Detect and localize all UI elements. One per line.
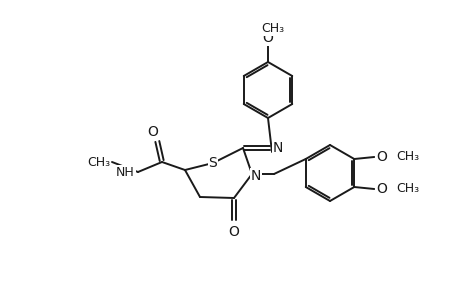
Text: O: O [375,182,386,196]
Text: O: O [147,125,158,139]
Text: CH₃: CH₃ [395,182,419,196]
Text: O: O [228,225,239,239]
Text: S: S [208,156,217,170]
Text: CH₃: CH₃ [395,151,419,164]
Text: CH₃: CH₃ [261,22,284,34]
Text: N: N [250,169,261,183]
Text: CH₃: CH₃ [87,155,110,169]
Text: O: O [262,31,273,45]
Text: N: N [272,141,283,155]
Text: O: O [375,150,386,164]
Text: NH: NH [116,166,134,178]
